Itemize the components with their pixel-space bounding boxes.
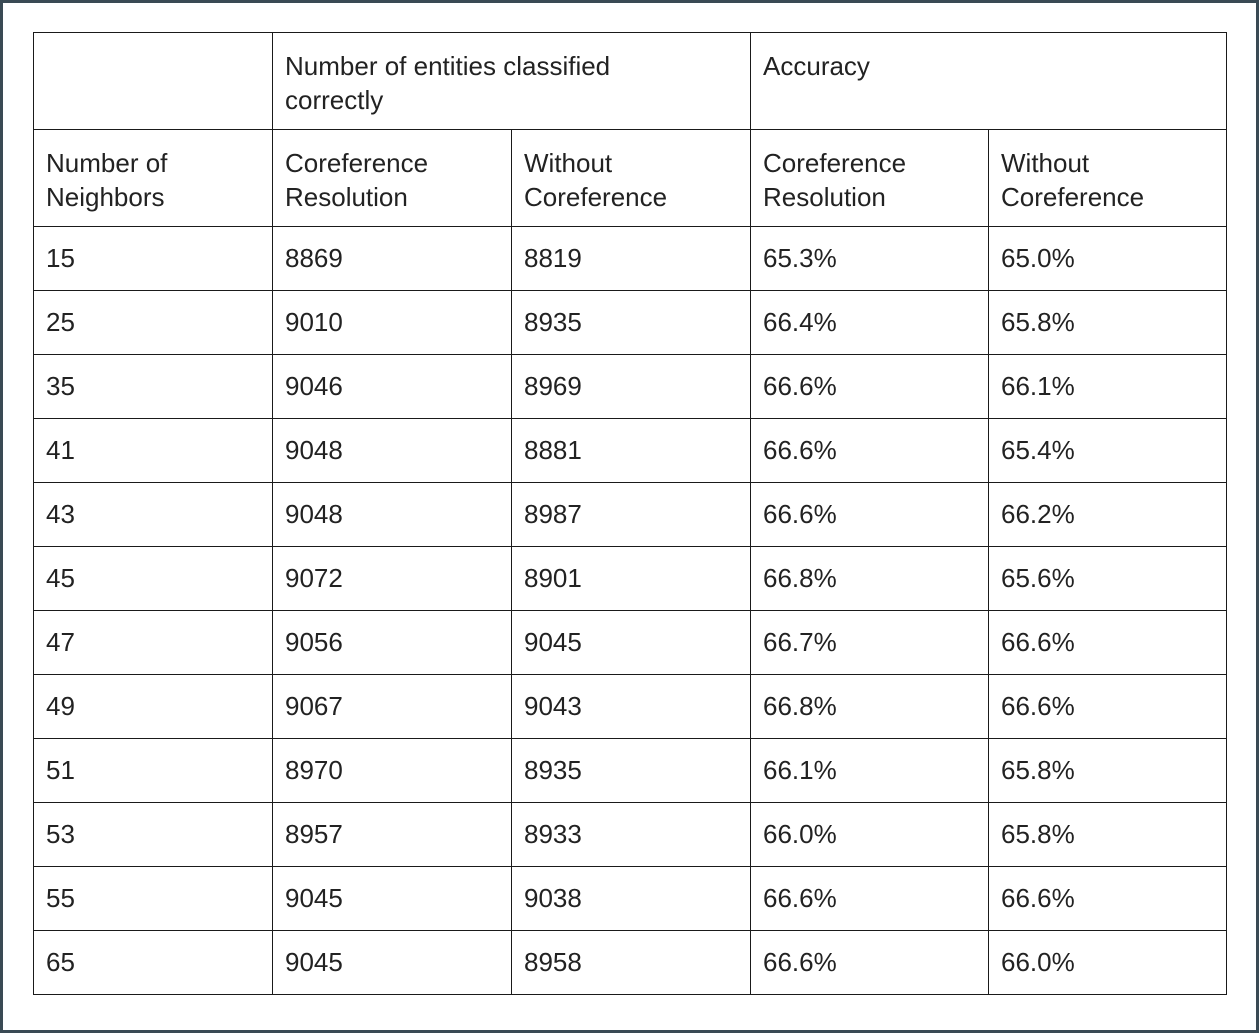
header-group-entities-correct: Number of entities classified correctly: [271, 32, 752, 130]
cell-accuracy-coref: 66.0%: [750, 802, 990, 867]
cell-accuracy-no-coref: 65.8%: [988, 738, 1228, 803]
cell-accuracy-no-coref: 65.8%: [988, 290, 1228, 355]
cell-accuracy-no-coref: 66.6%: [988, 674, 1228, 739]
cell-accuracy-no-coref: 65.8%: [988, 802, 1228, 867]
cell-neighbors: 43: [33, 482, 273, 547]
cell-neighbors: 41: [33, 418, 273, 483]
cell-neighbors: 15: [33, 226, 273, 291]
cell-accuracy-coref: 66.1%: [750, 738, 990, 803]
cell-count-coref: 8970: [272, 738, 512, 803]
cell-count-coref: 9010: [272, 290, 512, 355]
table-row: 35 9046 8969 66.6% 66.1%: [33, 354, 1228, 419]
table-row: 43 9048 8987 66.6% 66.2%: [33, 482, 1228, 547]
cell-count-no-coref: 9038: [510, 866, 752, 931]
cell-accuracy-coref: 66.6%: [750, 354, 990, 419]
cell-accuracy-no-coref: 66.1%: [988, 354, 1228, 419]
cell-accuracy-no-coref: 65.6%: [988, 546, 1228, 611]
cell-accuracy-coref: 66.6%: [750, 482, 990, 547]
table-row: 53 8957 8933 66.0% 65.8%: [33, 802, 1228, 867]
header-group-row: Number of entities classified correctly …: [33, 32, 1228, 130]
table-row: 45 9072 8901 66.8% 65.6%: [33, 546, 1228, 611]
cell-count-no-coref: 8935: [510, 738, 752, 803]
cell-accuracy-no-coref: 66.2%: [988, 482, 1228, 547]
cell-count-no-coref: 9043: [510, 674, 752, 739]
cell-count-no-coref: 8958: [510, 930, 752, 995]
cell-neighbors: 51: [33, 738, 273, 803]
cell-accuracy-coref: 65.3%: [750, 226, 990, 291]
results-table: Number of entities classified correctly …: [33, 32, 1228, 995]
table-row: 65 9045 8958 66.6% 66.0%: [33, 930, 1228, 995]
cell-accuracy-no-coref: 66.0%: [988, 930, 1228, 995]
table-row: 15 8869 8819 65.3% 65.0%: [33, 226, 1228, 291]
cell-accuracy-coref: 66.8%: [750, 546, 990, 611]
cell-count-coref: 8957: [272, 802, 512, 867]
table-row: 51 8970 8935 66.1% 65.8%: [33, 738, 1228, 803]
cell-neighbors: 35: [33, 354, 273, 419]
cell-count-coref: 9056: [272, 610, 512, 675]
cell-count-coref: 9067: [272, 674, 512, 739]
cell-accuracy-no-coref: 65.4%: [988, 418, 1228, 483]
header-group-accuracy: Accuracy: [750, 32, 1228, 130]
cell-count-no-coref: 9045: [510, 610, 752, 675]
table-row: 41 9048 8881 66.6% 65.4%: [33, 418, 1228, 483]
cell-count-no-coref: 8901: [510, 546, 752, 611]
cell-neighbors: 55: [33, 866, 273, 931]
cell-count-coref: 9048: [272, 418, 512, 483]
cell-count-coref: 9045: [272, 866, 512, 931]
cell-count-no-coref: 8933: [510, 802, 752, 867]
cell-accuracy-no-coref: 66.6%: [988, 610, 1228, 675]
cell-count-coref: 9072: [272, 546, 512, 611]
cell-count-coref: 9046: [272, 354, 512, 419]
table-row: 55 9045 9038 66.6% 66.6%: [33, 866, 1228, 931]
table-row: 49 9067 9043 66.8% 66.6%: [33, 674, 1228, 739]
table-body: 15 8869 8819 65.3% 65.0% 25 9010 8935 66.4% 65.8%…: [33, 226, 1228, 995]
cell-neighbors: 65: [33, 930, 273, 995]
cell-count-no-coref: 8987: [510, 482, 752, 547]
cell-accuracy-coref: 66.6%: [750, 418, 990, 483]
cell-neighbors: 53: [33, 802, 273, 867]
column-header-neighbors: Number of Neighbors: [33, 129, 273, 227]
table-row: 47 9056 9045 66.7% 66.6%: [33, 610, 1228, 675]
column-header-accuracy-no-coref: Without Coreference: [988, 129, 1228, 227]
header-group-empty: [33, 32, 273, 130]
column-header-accuracy-coref: Coreference Resolution: [750, 129, 990, 227]
cell-count-no-coref: 8819: [510, 226, 752, 291]
cell-accuracy-coref: 66.6%: [750, 930, 990, 995]
cell-count-no-coref: 8969: [510, 354, 752, 419]
column-header-count-coref: Coreference Resolution: [272, 129, 512, 227]
cell-neighbors: 49: [33, 674, 273, 739]
column-header-row: Number of Neighbors Coreference Resoluti…: [33, 129, 1228, 227]
cell-accuracy-coref: 66.7%: [750, 610, 990, 675]
cell-count-no-coref: 8881: [510, 418, 752, 483]
results-table-frame: Number of entities classified correctly …: [33, 32, 1228, 995]
cell-count-coref: 9045: [272, 930, 512, 995]
cell-accuracy-coref: 66.4%: [750, 290, 990, 355]
cell-accuracy-coref: 66.8%: [750, 674, 990, 739]
cell-count-coref: 9048: [272, 482, 512, 547]
cell-count-coref: 8869: [272, 226, 512, 291]
table-row: 25 9010 8935 66.4% 65.8%: [33, 290, 1228, 355]
column-header-count-no-coref: Without Coreference: [510, 129, 752, 227]
cell-neighbors: 47: [33, 610, 273, 675]
cell-count-no-coref: 8935: [510, 290, 752, 355]
cell-accuracy-coref: 66.6%: [750, 866, 990, 931]
cell-neighbors: 25: [33, 290, 273, 355]
cell-neighbors: 45: [33, 546, 273, 611]
cell-accuracy-no-coref: 66.6%: [988, 866, 1228, 931]
cell-accuracy-no-coref: 65.0%: [988, 226, 1228, 291]
